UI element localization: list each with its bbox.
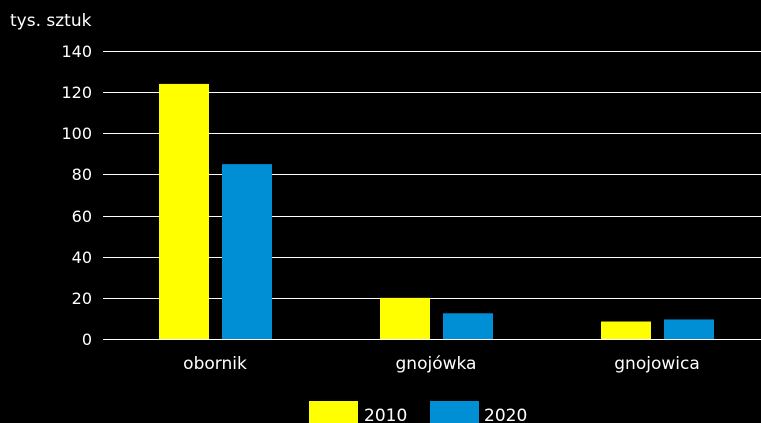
bar-2020-gnojowica xyxy=(664,319,714,339)
y-tick-label: 100 xyxy=(61,124,92,143)
bar-2020-obornik xyxy=(222,164,272,339)
legend-swatch-2020 xyxy=(430,401,479,423)
bar-2010-gnojowica xyxy=(601,321,651,339)
y-tick-label: 20 xyxy=(72,289,92,308)
legend-label: 2010 xyxy=(364,406,407,423)
bar-2010-obornik xyxy=(159,83,209,340)
y-tick-label: 0 xyxy=(82,330,92,349)
y-axis-unit-label: tys. sztuk xyxy=(10,11,92,31)
gridlines xyxy=(103,51,761,340)
y-tick-label: 60 xyxy=(72,207,92,226)
legend-label: 2020 xyxy=(484,406,527,423)
legend-swatch-2010 xyxy=(309,401,358,423)
y-tick-label: 140 xyxy=(61,42,92,61)
legend: 2010 2020 xyxy=(309,401,527,423)
x-axis-categories: obornik gnojówka gnojowica xyxy=(183,354,700,374)
bar-2020-gnojówka xyxy=(443,313,493,339)
y-axis-ticks: 0 20 40 60 80 100 120 140 xyxy=(61,42,92,349)
x-category-label: gnojówka xyxy=(396,354,477,374)
y-tick-label: 80 xyxy=(72,165,92,184)
bars xyxy=(159,83,714,340)
bar-2010-gnojówka xyxy=(380,297,430,339)
x-category-label: obornik xyxy=(183,354,247,374)
y-tick-label: 120 xyxy=(61,83,92,102)
y-tick-label: 40 xyxy=(72,248,92,267)
x-category-label: gnojowica xyxy=(614,354,699,374)
